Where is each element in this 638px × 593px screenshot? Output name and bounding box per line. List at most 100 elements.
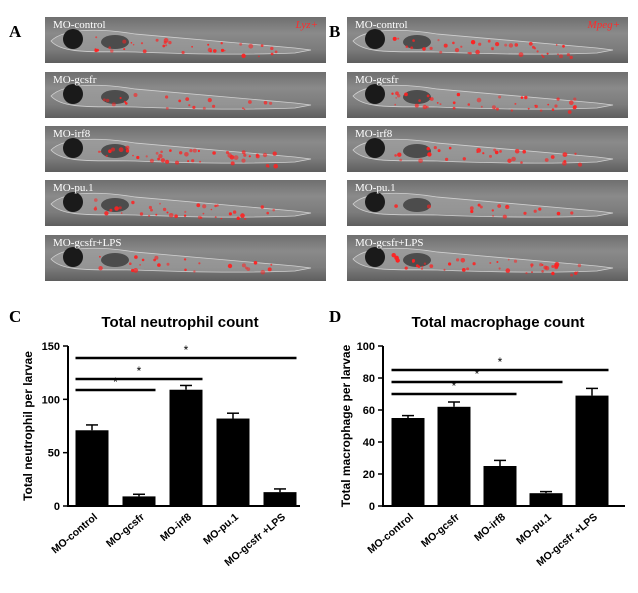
bar	[575, 395, 609, 506]
fluorescent-cell	[466, 267, 470, 271]
fluorescent-cell	[570, 211, 574, 215]
fluorescent-cell	[495, 107, 499, 111]
fluorescent-cell	[114, 206, 119, 211]
larva-image: MO-control Mpeg+	[347, 17, 628, 63]
fluorescent-cell	[533, 209, 537, 213]
larva-yolk	[403, 198, 431, 212]
fluorescent-cell	[165, 159, 170, 164]
larva-eye	[365, 247, 385, 267]
bar	[529, 493, 563, 506]
fluorescent-cell	[202, 106, 206, 110]
image-label: MO-irf8	[355, 128, 393, 140]
fluorescent-cell	[470, 40, 476, 45]
larva-eye	[63, 192, 83, 212]
fluorescent-cell	[576, 271, 579, 273]
image-label: MO-gcsfr	[53, 74, 97, 86]
fluorescent-cell	[98, 266, 103, 271]
fluorescent-cell	[255, 154, 260, 159]
larva-yolk	[403, 90, 431, 104]
fluorescent-cell	[118, 147, 124, 153]
fluorescent-cell	[209, 50, 212, 53]
fluorescent-cell	[476, 97, 482, 103]
fluorescent-cell	[551, 265, 555, 268]
marker-label: Mpeg+	[587, 19, 620, 31]
fluorescent-cell	[470, 209, 474, 214]
fluorescent-cell	[183, 214, 187, 217]
fluorescent-cell	[504, 43, 508, 47]
fluorescent-cell	[394, 204, 398, 208]
fluorescent-cell	[405, 45, 409, 48]
y-tick-label: 40	[363, 437, 375, 449]
fluorescent-cell	[494, 150, 499, 155]
fluorescent-cell	[184, 152, 189, 157]
fluorescent-cell	[207, 43, 210, 46]
fluorescent-cell	[179, 151, 183, 155]
fluorescent-cell	[487, 39, 491, 43]
larva-eye	[365, 138, 385, 158]
fluorescent-cell	[240, 213, 245, 218]
fluorescent-cell	[436, 102, 439, 104]
fluorescent-cell	[189, 149, 193, 153]
larva-drawing	[50, 29, 312, 58]
fluorescent-cell	[270, 52, 274, 56]
fluorescent-cell	[168, 40, 172, 45]
fluorescent-cell	[125, 145, 130, 150]
fluorescent-cell	[460, 258, 466, 263]
fluorescent-cell	[525, 272, 528, 275]
fluorescent-cell	[263, 100, 268, 105]
fluorescent-cell	[437, 39, 440, 42]
fluorescent-cell	[462, 157, 466, 161]
bar	[169, 389, 203, 506]
larva-body	[352, 192, 614, 218]
fluorescent-cell	[531, 271, 533, 273]
fluorescent-cell	[227, 153, 232, 158]
y-axis-label: Total macrophage per larvae	[339, 344, 353, 507]
fluorescent-cell	[175, 160, 179, 165]
fluorescent-cell	[452, 101, 456, 105]
larva-image: MO-control Lyz+	[45, 17, 326, 63]
fluorescent-cell	[174, 214, 178, 218]
larva-image: MO-gcsfr	[347, 72, 628, 118]
fluorescent-cell	[394, 103, 397, 106]
fluorescent-cell	[507, 158, 512, 163]
fluorescent-cell	[183, 258, 187, 261]
fluorescent-cell	[404, 266, 408, 270]
fluorescent-cell	[123, 48, 126, 51]
x-tick-label: MO-pu.1	[514, 511, 554, 547]
fluorescent-cell	[196, 203, 201, 208]
fluorescent-cell	[395, 97, 398, 99]
fluorescent-cell	[502, 214, 507, 219]
y-tick-label: 80	[363, 373, 375, 385]
fluorescent-cell	[258, 55, 260, 58]
fluorescent-cell	[520, 96, 524, 99]
larva-body	[50, 29, 312, 55]
fluorescent-cell	[404, 92, 408, 97]
fluorescent-cell	[178, 99, 182, 103]
fluorescent-cell	[574, 152, 577, 155]
fluorescent-cell	[133, 268, 139, 273]
significance-star: *	[498, 355, 503, 369]
x-tick-label: MO-irf8	[472, 511, 508, 544]
fluorescent-cell	[213, 49, 217, 53]
fluorescent-cell	[198, 262, 201, 265]
fluorescent-cell	[426, 94, 430, 98]
larva-image: MO-gcsfr+LPS	[45, 235, 326, 281]
fluorescent-cell	[181, 50, 185, 55]
fluorescent-cell	[491, 209, 494, 212]
fluorescent-cell	[108, 149, 112, 153]
fluorescent-cell	[513, 259, 518, 263]
fluorescent-cell	[142, 49, 147, 54]
fluorescent-cell	[273, 163, 278, 169]
fluorescent-cell	[493, 107, 496, 110]
larva-yolk	[101, 198, 129, 212]
y-tick-label: 150	[42, 341, 60, 353]
larva-body	[50, 84, 312, 110]
larva-drawing	[50, 138, 312, 169]
fluorescent-cell	[429, 97, 434, 101]
larva-drawing	[352, 29, 614, 60]
fluorescent-cell	[94, 206, 97, 208]
larva-yolk	[101, 144, 129, 158]
significance-star: *	[452, 379, 457, 393]
fluorescent-cell	[423, 262, 427, 265]
fluorescent-cell	[148, 214, 151, 217]
